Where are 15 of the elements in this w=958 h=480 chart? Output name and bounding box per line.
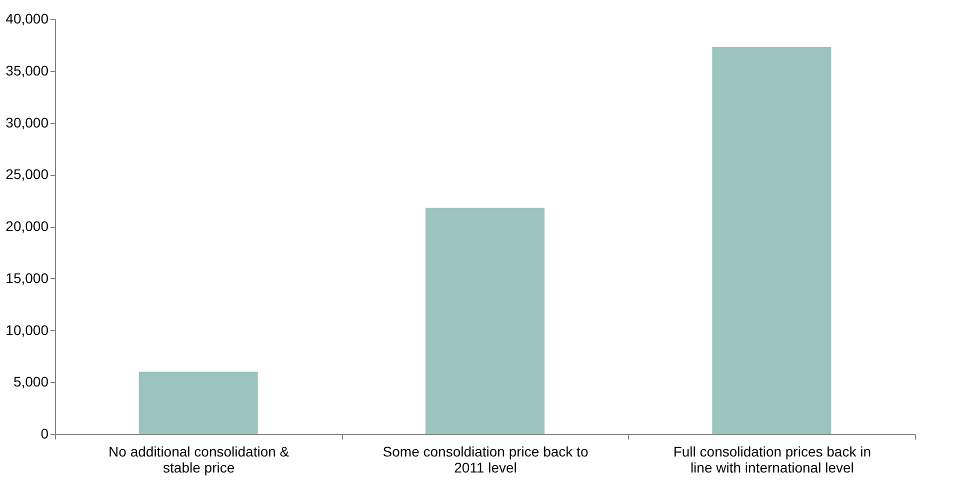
bar xyxy=(138,372,258,434)
bar xyxy=(426,208,544,434)
y-tick-label: 25,000 xyxy=(6,166,49,182)
y-tick-label: 15,000 xyxy=(6,270,49,286)
y-tick-label: 10,000 xyxy=(6,322,49,338)
y-tick-label: 20,000 xyxy=(6,218,49,234)
y-tick-label: 0 xyxy=(40,426,49,442)
y-tick-label: 40,000 xyxy=(6,10,49,26)
y-tick-label: 35,000 xyxy=(6,62,49,78)
x-tick-label: Full consolidation prices back in line with international level xyxy=(673,444,871,476)
bar xyxy=(712,47,832,434)
x-tick-label: No additional consolidation & stable price xyxy=(108,444,290,476)
y-tick-label: 30,000 xyxy=(6,114,49,130)
y-tick-label: 5,000 xyxy=(13,374,49,390)
x-tick-label: Some consoldiation price back to 2011 level xyxy=(382,444,588,476)
